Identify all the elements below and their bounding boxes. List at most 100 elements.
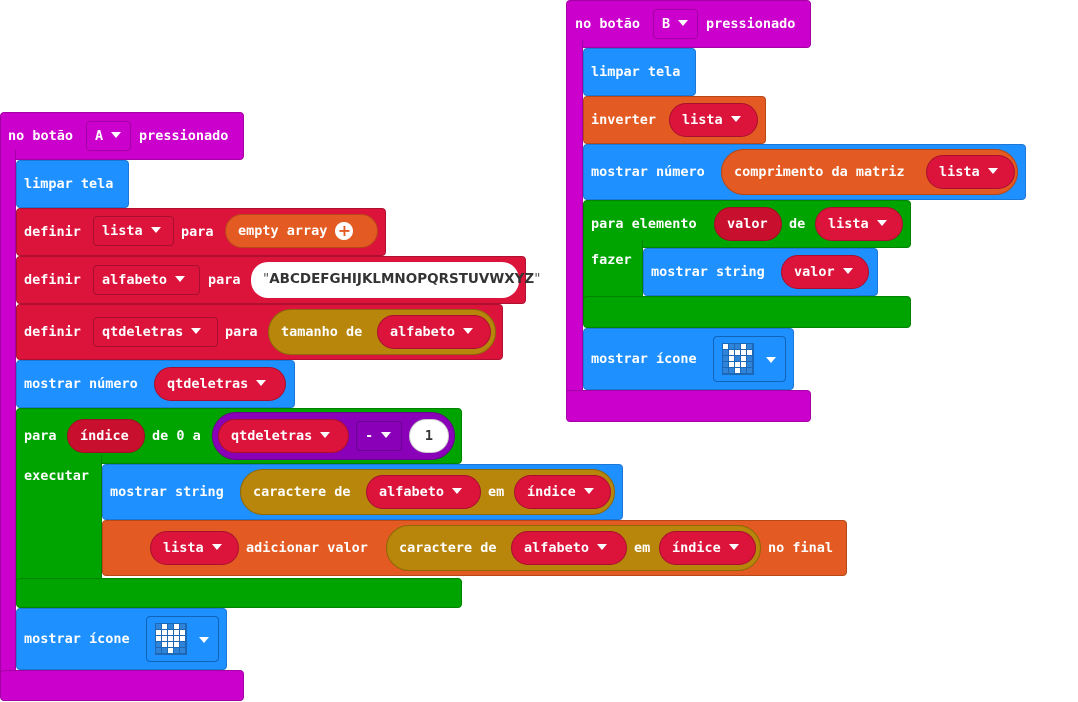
valor-variable-pill[interactable]: valor — [714, 207, 782, 241]
show-number-label: mostrar número — [591, 164, 705, 180]
empty-array-block[interactable]: empty array + — [225, 214, 378, 248]
icon-dropdown[interactable] — [713, 336, 786, 382]
for-loop-rail — [16, 455, 102, 595]
led-dot — [735, 368, 740, 373]
alfabeto-variable-pill[interactable]: alfabeto — [377, 315, 491, 349]
led-dot — [174, 636, 179, 641]
hat-prefix: no botão — [8, 128, 74, 144]
alfabeto-variable-pill[interactable]: alfabeto — [511, 531, 627, 565]
set-keyword: definir — [24, 324, 81, 340]
qtdeletras-limit-pill[interactable]: qtdeletras — [218, 419, 349, 453]
of-keyword: de — [789, 216, 806, 232]
for-each-footer — [583, 296, 911, 328]
lista-variable-pill[interactable]: lista — [815, 207, 903, 241]
chevron-down-icon — [199, 637, 209, 643]
chevron-down-icon — [191, 328, 202, 334]
clear-label: limpar tela — [24, 176, 114, 192]
led-dot — [174, 648, 179, 653]
chevron-down-icon — [175, 276, 186, 282]
show-number-label: mostrar número — [24, 376, 138, 392]
at-end-label: no final — [768, 540, 834, 556]
led-dot — [729, 350, 734, 355]
add-value-label: adicionar valor — [246, 540, 368, 556]
icon-dropdown[interactable] — [146, 616, 219, 662]
led-dot — [168, 624, 173, 629]
for-keyword: para — [24, 428, 57, 444]
chevron-down-icon — [728, 544, 739, 550]
to-keyword: para — [225, 324, 258, 340]
lista-variable-pill[interactable]: lista — [926, 155, 1015, 189]
at-keyword: em — [488, 484, 505, 500]
set-keyword: definir — [24, 272, 81, 288]
led-dot — [174, 624, 179, 629]
number-input[interactable]: 1 — [409, 419, 449, 453]
alfabeto-variable-pill[interactable]: alfabeto — [366, 475, 481, 509]
button-dropdown-a[interactable]: A — [86, 121, 131, 151]
led-dot — [162, 648, 167, 653]
led-dot — [747, 350, 752, 355]
led-dot — [747, 362, 752, 367]
led-dot — [729, 344, 734, 349]
led-dot — [156, 630, 161, 635]
led-dot — [729, 356, 734, 361]
led-dot — [747, 356, 752, 361]
clear-screen-block[interactable] — [583, 48, 696, 96]
clear-screen-block[interactable] — [16, 160, 129, 208]
from-zero-to-label: de 0 a — [152, 428, 201, 444]
led-dot — [156, 636, 161, 641]
led-dot — [174, 642, 179, 647]
hat-left-rail — [0, 150, 16, 685]
pattern-icon — [722, 343, 754, 375]
hat-prefix: no botão — [575, 16, 641, 32]
chevron-down-icon — [320, 432, 331, 438]
hat-footer-b — [566, 390, 811, 422]
variable-dropdown-alfabeto[interactable]: alfabeto — [93, 265, 200, 295]
index-variable-pill[interactable]: índice — [514, 475, 611, 509]
chevron-down-icon — [766, 357, 776, 363]
led-dot — [741, 356, 746, 361]
led-dot — [741, 344, 746, 349]
led-dot — [735, 344, 740, 349]
led-dot — [735, 362, 740, 367]
plus-icon[interactable]: + — [335, 222, 354, 240]
lista-variable-pill[interactable]: lista — [150, 531, 239, 565]
index-variable-pill[interactable]: índice — [659, 531, 756, 565]
valor-variable-pill[interactable]: valor — [781, 255, 869, 289]
led-dot — [180, 636, 185, 641]
chevron-down-icon — [842, 268, 853, 274]
led-dot — [723, 350, 728, 355]
operator-dropdown[interactable]: - — [356, 421, 402, 451]
reverse-label: inverter — [591, 112, 657, 128]
led-dot — [729, 362, 734, 367]
led-dot — [162, 624, 167, 629]
lista-variable-pill[interactable]: lista — [669, 103, 758, 137]
led-dot — [180, 648, 185, 653]
variable-dropdown-lista[interactable]: lista — [93, 216, 174, 246]
button-dropdown-b[interactable]: B — [653, 9, 698, 39]
led-dot — [168, 642, 173, 647]
clear-label: limpar tela — [591, 64, 681, 80]
qtdeletras-variable-pill[interactable]: qtdeletras — [154, 367, 286, 401]
led-dot — [162, 636, 167, 641]
to-keyword: para — [208, 272, 241, 288]
led-dot — [174, 630, 179, 635]
led-dot — [735, 356, 740, 361]
index-variable-pill[interactable]: índice — [67, 419, 145, 453]
led-dot — [735, 350, 740, 355]
for-each-keyword: para elemento — [591, 216, 697, 232]
led-dot — [180, 642, 185, 647]
led-dot — [741, 368, 746, 373]
led-dot — [156, 642, 161, 647]
chevron-down-icon — [583, 488, 594, 494]
heart-icon — [155, 623, 187, 655]
led-dot — [723, 356, 728, 361]
chevron-down-icon — [678, 20, 689, 26]
led-dot — [741, 362, 746, 367]
variable-dropdown-qtdeletras[interactable]: qtdeletras — [93, 317, 218, 347]
led-dot — [156, 624, 161, 629]
alphabet-string-input[interactable]: "ABCDEFGHIJKLMNOPQRSTUVWXYZ" — [251, 262, 540, 298]
led-dot — [180, 624, 185, 629]
set-keyword: definir — [24, 224, 81, 240]
led-dot — [747, 368, 752, 373]
to-keyword: para — [181, 224, 214, 240]
